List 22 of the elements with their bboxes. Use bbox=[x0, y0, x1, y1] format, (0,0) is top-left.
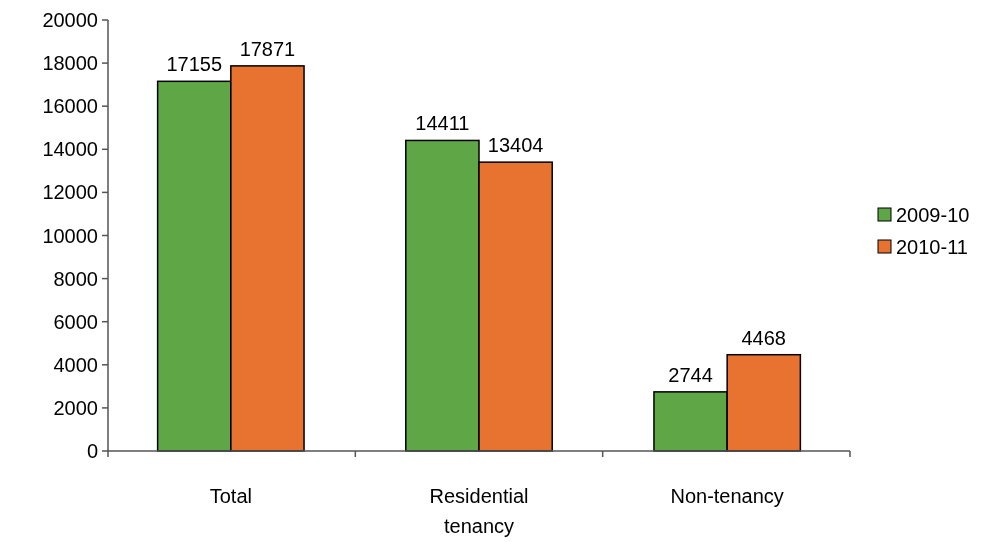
y-tick-label: 12000 bbox=[42, 181, 98, 204]
legend-label: 2009-10 bbox=[896, 204, 970, 226]
x-tick-label: Total bbox=[209, 485, 252, 507]
y-tick-label: 0 bbox=[86, 440, 98, 462]
y-tick-label: 14000 bbox=[42, 138, 98, 161]
data-label: 14411 bbox=[415, 112, 470, 135]
y-tick-label: 4000 bbox=[53, 353, 98, 376]
y-tick-label: 6000 bbox=[53, 310, 98, 333]
y-tick-label: 8000 bbox=[53, 267, 98, 290]
y-tick-label: 20000 bbox=[42, 9, 98, 31]
data-label: 13404 bbox=[487, 134, 544, 157]
data-label: 17155 bbox=[166, 53, 223, 76]
y-tick-label: 16000 bbox=[42, 95, 98, 118]
y-tick-label: 2000 bbox=[53, 396, 98, 419]
y-tick-label: 18000 bbox=[42, 52, 98, 75]
data-label: 2744 bbox=[668, 363, 713, 386]
x-tick-label: Non-tenancy bbox=[670, 485, 784, 507]
y-tick-label: 10000 bbox=[42, 224, 98, 247]
data-label: 17871 bbox=[239, 37, 296, 60]
x-tick-label: Residential tenancy bbox=[429, 485, 529, 537]
data-label: 4468 bbox=[741, 326, 787, 349]
legend-label: 2010-11 bbox=[896, 236, 968, 258]
